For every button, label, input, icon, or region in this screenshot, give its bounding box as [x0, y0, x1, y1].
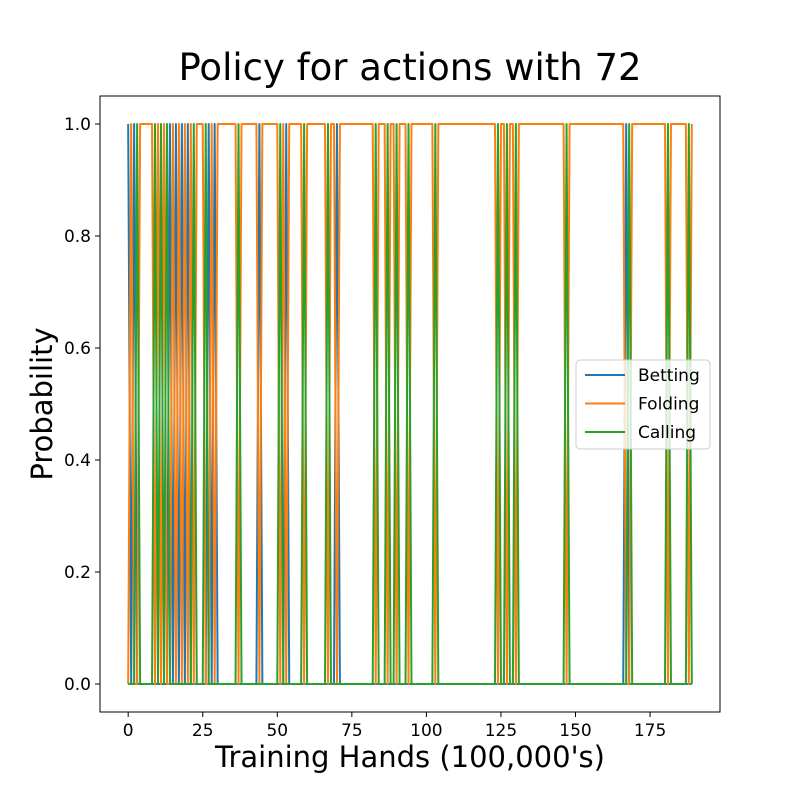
legend-items: Betting Folding Calling: [585, 366, 700, 443]
legend-label-betting: Betting: [638, 366, 700, 386]
x-tick-label: 0: [123, 721, 134, 741]
x-axis-ticks: 0 25 50 75 100 125 150 175: [123, 712, 666, 741]
y-tick-label: 0.6: [64, 339, 91, 359]
y-tick-label: 0.8: [64, 227, 91, 247]
x-tick-label: 75: [341, 721, 363, 741]
legend: Betting Folding Calling: [575, 359, 711, 450]
legend-box: [575, 359, 711, 450]
y-tick-label: 0.2: [64, 563, 91, 583]
legend-label-calling: Calling: [638, 423, 696, 443]
x-tick-label: 25: [192, 721, 214, 741]
axes-frame: [99, 95, 721, 713]
x-tick-label: 150: [559, 721, 591, 741]
plot-area: 0 25 50 75 100 125 150 175 0.0 0.2 0.4 0.6 0.8 1.0: [64, 95, 721, 741]
series-lines: [127, 123, 693, 685]
x-tick-label: 50: [266, 721, 288, 741]
y-tick-label: 0.0: [64, 675, 91, 695]
chart-title: Policy for actions with 72: [178, 46, 641, 89]
x-tick-label: 125: [485, 721, 517, 741]
y-tick-label: 1.0: [64, 115, 91, 135]
legend-label-folding: Folding: [638, 395, 699, 415]
y-axis-ticks: 0.0 0.2 0.4 0.6 0.8 1.0: [64, 115, 100, 695]
series-line-calling: [128, 123, 693, 685]
x-tick-label: 175: [634, 721, 666, 741]
y-tick-label: 0.4: [64, 451, 91, 471]
y-axis-label: Probability: [25, 327, 59, 480]
x-tick-label: 100: [410, 721, 442, 741]
x-axis-label: Training Hands (100,000's): [214, 740, 605, 774]
